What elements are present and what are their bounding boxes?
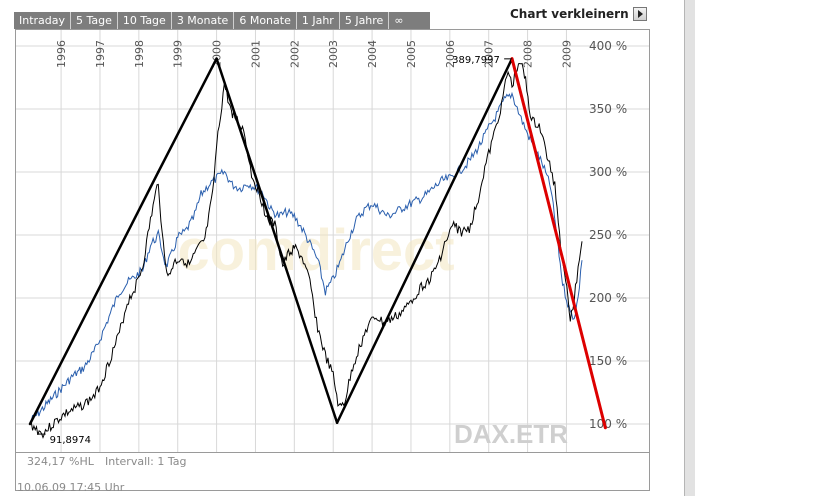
- y-tick-300: 300 %: [589, 165, 627, 179]
- y-tick-150: 150 %: [589, 354, 627, 368]
- symbol-watermark: DAX.ETR: [454, 419, 568, 449]
- annotations: 91,8974 389,7997: [37, 55, 513, 446]
- x-tick-2000: 2000: [211, 40, 224, 68]
- timeframe-tabs: Intraday 5 Tage 10 Tage 3 Monate 6 Monat…: [14, 12, 430, 29]
- annotation-label-0: 91,8974: [50, 435, 91, 446]
- series-lines: [29, 62, 583, 439]
- annotation-label-1: 389,7997: [452, 55, 500, 66]
- x-tick-2004: 2004: [366, 40, 379, 68]
- chart-frame: [15, 29, 650, 453]
- y-tick-100: 100 %: [589, 417, 627, 431]
- footer-frame: [15, 452, 650, 491]
- tab-5-jahre[interactable]: 5 Jahre: [340, 12, 390, 29]
- trend-line-1: [157, 57, 218, 174]
- tab-all-time[interactable]: ∞: [394, 14, 404, 27]
- tab-intraday[interactable]: Intraday: [14, 12, 72, 29]
- y-tick-350: 350 %: [589, 102, 627, 116]
- logo-watermark: comdirect: [177, 218, 454, 283]
- trend-line-red: [510, 57, 607, 430]
- panel-divider: [684, 0, 695, 496]
- trend-line-3: [335, 57, 514, 424]
- x-tick-1997: 1997: [94, 40, 107, 68]
- tab-10-tage[interactable]: 10 Tage: [118, 12, 172, 29]
- x-tick-2006: 2006: [444, 40, 457, 68]
- chart-shrink-label[interactable]: Chart verkleinern: [510, 7, 629, 21]
- tab-6-monate[interactable]: 6 Monate: [234, 12, 297, 29]
- x-axis-ticks: 1996 1997 1998 1999 2000 2001 2002 2003 2004 2005…: [55, 40, 573, 68]
- trend-line-2: [215, 57, 339, 424]
- trend-lines: [28, 57, 607, 430]
- y-tick-200: 200 %: [589, 291, 627, 305]
- tab-1-jahr[interactable]: 1 Jahr: [297, 12, 340, 29]
- x-tick-2005: 2005: [405, 40, 418, 68]
- y-axis-ticks: 100 % 150 % 200 % 250 % 300 % 350 % 400 %: [589, 39, 627, 431]
- x-tick-1999: 1999: [172, 40, 185, 68]
- x-tick-2007: 2007: [483, 40, 496, 68]
- footer-interval: Intervall: 1 Tag: [105, 455, 187, 468]
- y-tick-250: 250 %: [589, 228, 627, 242]
- grid-lines: [16, 30, 649, 452]
- x-tick-1998: 1998: [133, 40, 146, 68]
- tab-5-tage[interactable]: 5 Tage: [71, 12, 118, 29]
- tab-3-monate[interactable]: 3 Monate: [172, 12, 235, 29]
- x-tick-1996: 1996: [55, 40, 68, 68]
- chart-shrink-button[interactable]: [633, 7, 647, 21]
- x-tick-2001: 2001: [249, 40, 262, 68]
- trend-line-0: [28, 170, 160, 426]
- y-tick-400: 400 %: [589, 39, 627, 53]
- series-line-black: [29, 62, 583, 439]
- x-tick-2009: 2009: [560, 40, 573, 68]
- footer-stat: 324,17 %HL: [27, 455, 95, 468]
- x-tick-2008: 2008: [522, 40, 535, 68]
- x-tick-2002: 2002: [288, 40, 301, 68]
- footer-timestamp: 10.06.09 17:45 Uhr: [17, 481, 125, 494]
- x-tick-2003: 2003: [327, 40, 340, 68]
- series-line-blue: [29, 91, 583, 422]
